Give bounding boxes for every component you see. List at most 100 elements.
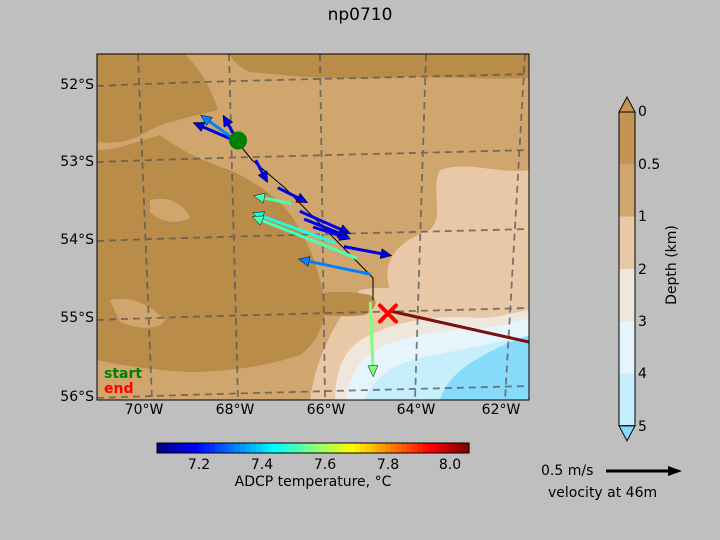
colorbar-segment [167, 443, 174, 453]
colorbar-segment [193, 443, 200, 453]
colorbar-segment [224, 443, 231, 453]
vector-head [192, 122, 206, 132]
vector-head [367, 365, 379, 378]
temp-tick: 7.4 [250, 457, 274, 473]
temp-colorbar-label: ADCP temperature, °C [234, 474, 392, 490]
vector-head [297, 256, 311, 267]
lat-label: 56°S [60, 389, 94, 405]
land-mass [97, 54, 218, 143]
colorbar-segment [297, 443, 304, 453]
velocity-vector [343, 245, 393, 259]
legend-start: start [104, 366, 143, 382]
vector-shaft [303, 217, 340, 235]
colorbar-segment [339, 443, 345, 453]
colorbar-segment [250, 443, 257, 453]
colorbar-segment [396, 443, 402, 453]
velocity-vector [254, 159, 268, 184]
ship-track-line [389, 309, 529, 344]
start-marker [229, 131, 248, 150]
colorbar-segment [177, 443, 184, 453]
depth-colorbar-label: Depth (km) [664, 225, 680, 305]
colorbar-frame [618, 111, 636, 427]
colorbar-segment [157, 443, 163, 453]
colorbar-segment [359, 443, 366, 453]
vector-head [251, 215, 265, 226]
colorbar-extend-top [618, 95, 636, 113]
colorbar-segment [619, 268, 635, 322]
colorbar-segment [365, 443, 371, 453]
colorbar-segment [245, 443, 252, 453]
lon-label: 68°W [215, 402, 255, 418]
velocity-vector [367, 301, 379, 378]
colorbar-segment [401, 443, 408, 453]
colorbar-segment [619, 164, 635, 217]
vector-shaft [368, 301, 375, 366]
land-mass [300, 291, 376, 317]
end-marker-stroke [377, 303, 398, 324]
cruise-track [234, 138, 374, 300]
vector-head [252, 192, 266, 204]
colorbar-segment [619, 321, 635, 374]
colorbar-frame [156, 442, 470, 454]
depth-tick: 5 [638, 419, 647, 435]
colorbar-segment [370, 443, 376, 453]
lon-label: 62°W [481, 402, 521, 418]
colorbar-segment [463, 443, 470, 453]
mid-depth-area [387, 166, 529, 310]
depth-tick: 0 [638, 104, 647, 120]
velocity-vector [277, 186, 309, 203]
vector-head [222, 114, 234, 128]
colorbar-segment [183, 443, 189, 453]
colorbar-segment [261, 443, 267, 453]
colorbar-segment [344, 443, 350, 453]
colorbar-segment [375, 443, 382, 453]
island [150, 198, 190, 222]
temp-tick: 8.0 [438, 457, 462, 473]
vector-shaft [254, 159, 264, 174]
colorbar-segment [271, 443, 278, 453]
scale-speed-label: 0.5 m/s [541, 463, 594, 479]
lat-label: 53°S [60, 154, 94, 170]
colorbar-segment [292, 443, 298, 453]
vector-shaft [262, 215, 336, 245]
graticule [97, 54, 529, 400]
velocity-vector [251, 215, 358, 260]
map-frame [96, 53, 530, 401]
lat-label: 54°S [60, 232, 94, 248]
vector-shaft [308, 259, 371, 276]
colorbar-segment [255, 443, 262, 453]
depth-tick: 1 [638, 209, 647, 225]
scale-depth-label: velocity at 46m [548, 485, 658, 501]
depth-tick: 0.5 [638, 157, 661, 173]
colorbar-segment [287, 443, 293, 453]
colorbar-segment [328, 443, 335, 453]
velocity-vector [297, 256, 371, 276]
lon-label: 66°W [306, 402, 346, 418]
vector-head [379, 248, 393, 259]
colorbar-segment [391, 443, 397, 453]
lat-label: 55°S [60, 310, 94, 326]
colorbar-segment [318, 443, 324, 453]
colorbar-segment [432, 443, 439, 453]
colorbar-segment [453, 443, 460, 453]
lat-label: 52°S [60, 77, 94, 93]
map-title: np0710 [327, 5, 393, 25]
colorbar-segment [349, 443, 356, 453]
temp-tick: 7.6 [313, 457, 337, 473]
temperature-colorbar [156, 442, 470, 454]
land-mass [230, 54, 529, 79]
colorbar-segment [266, 443, 272, 453]
temp-tick: 7.8 [376, 457, 400, 473]
colorbar-extend-bottom [618, 425, 636, 442]
colorbar-segment [188, 443, 194, 453]
colorbar-segment [198, 443, 205, 453]
colorbar-segment [458, 443, 465, 453]
colorbar-segment [323, 443, 330, 453]
temp-tick: 7.2 [187, 457, 211, 473]
vector-shaft [261, 219, 358, 260]
colorbar-segment [619, 373, 635, 426]
colorbar-segment [333, 443, 340, 453]
colorbar-segment [240, 443, 246, 453]
colorbar-segment [302, 443, 309, 453]
